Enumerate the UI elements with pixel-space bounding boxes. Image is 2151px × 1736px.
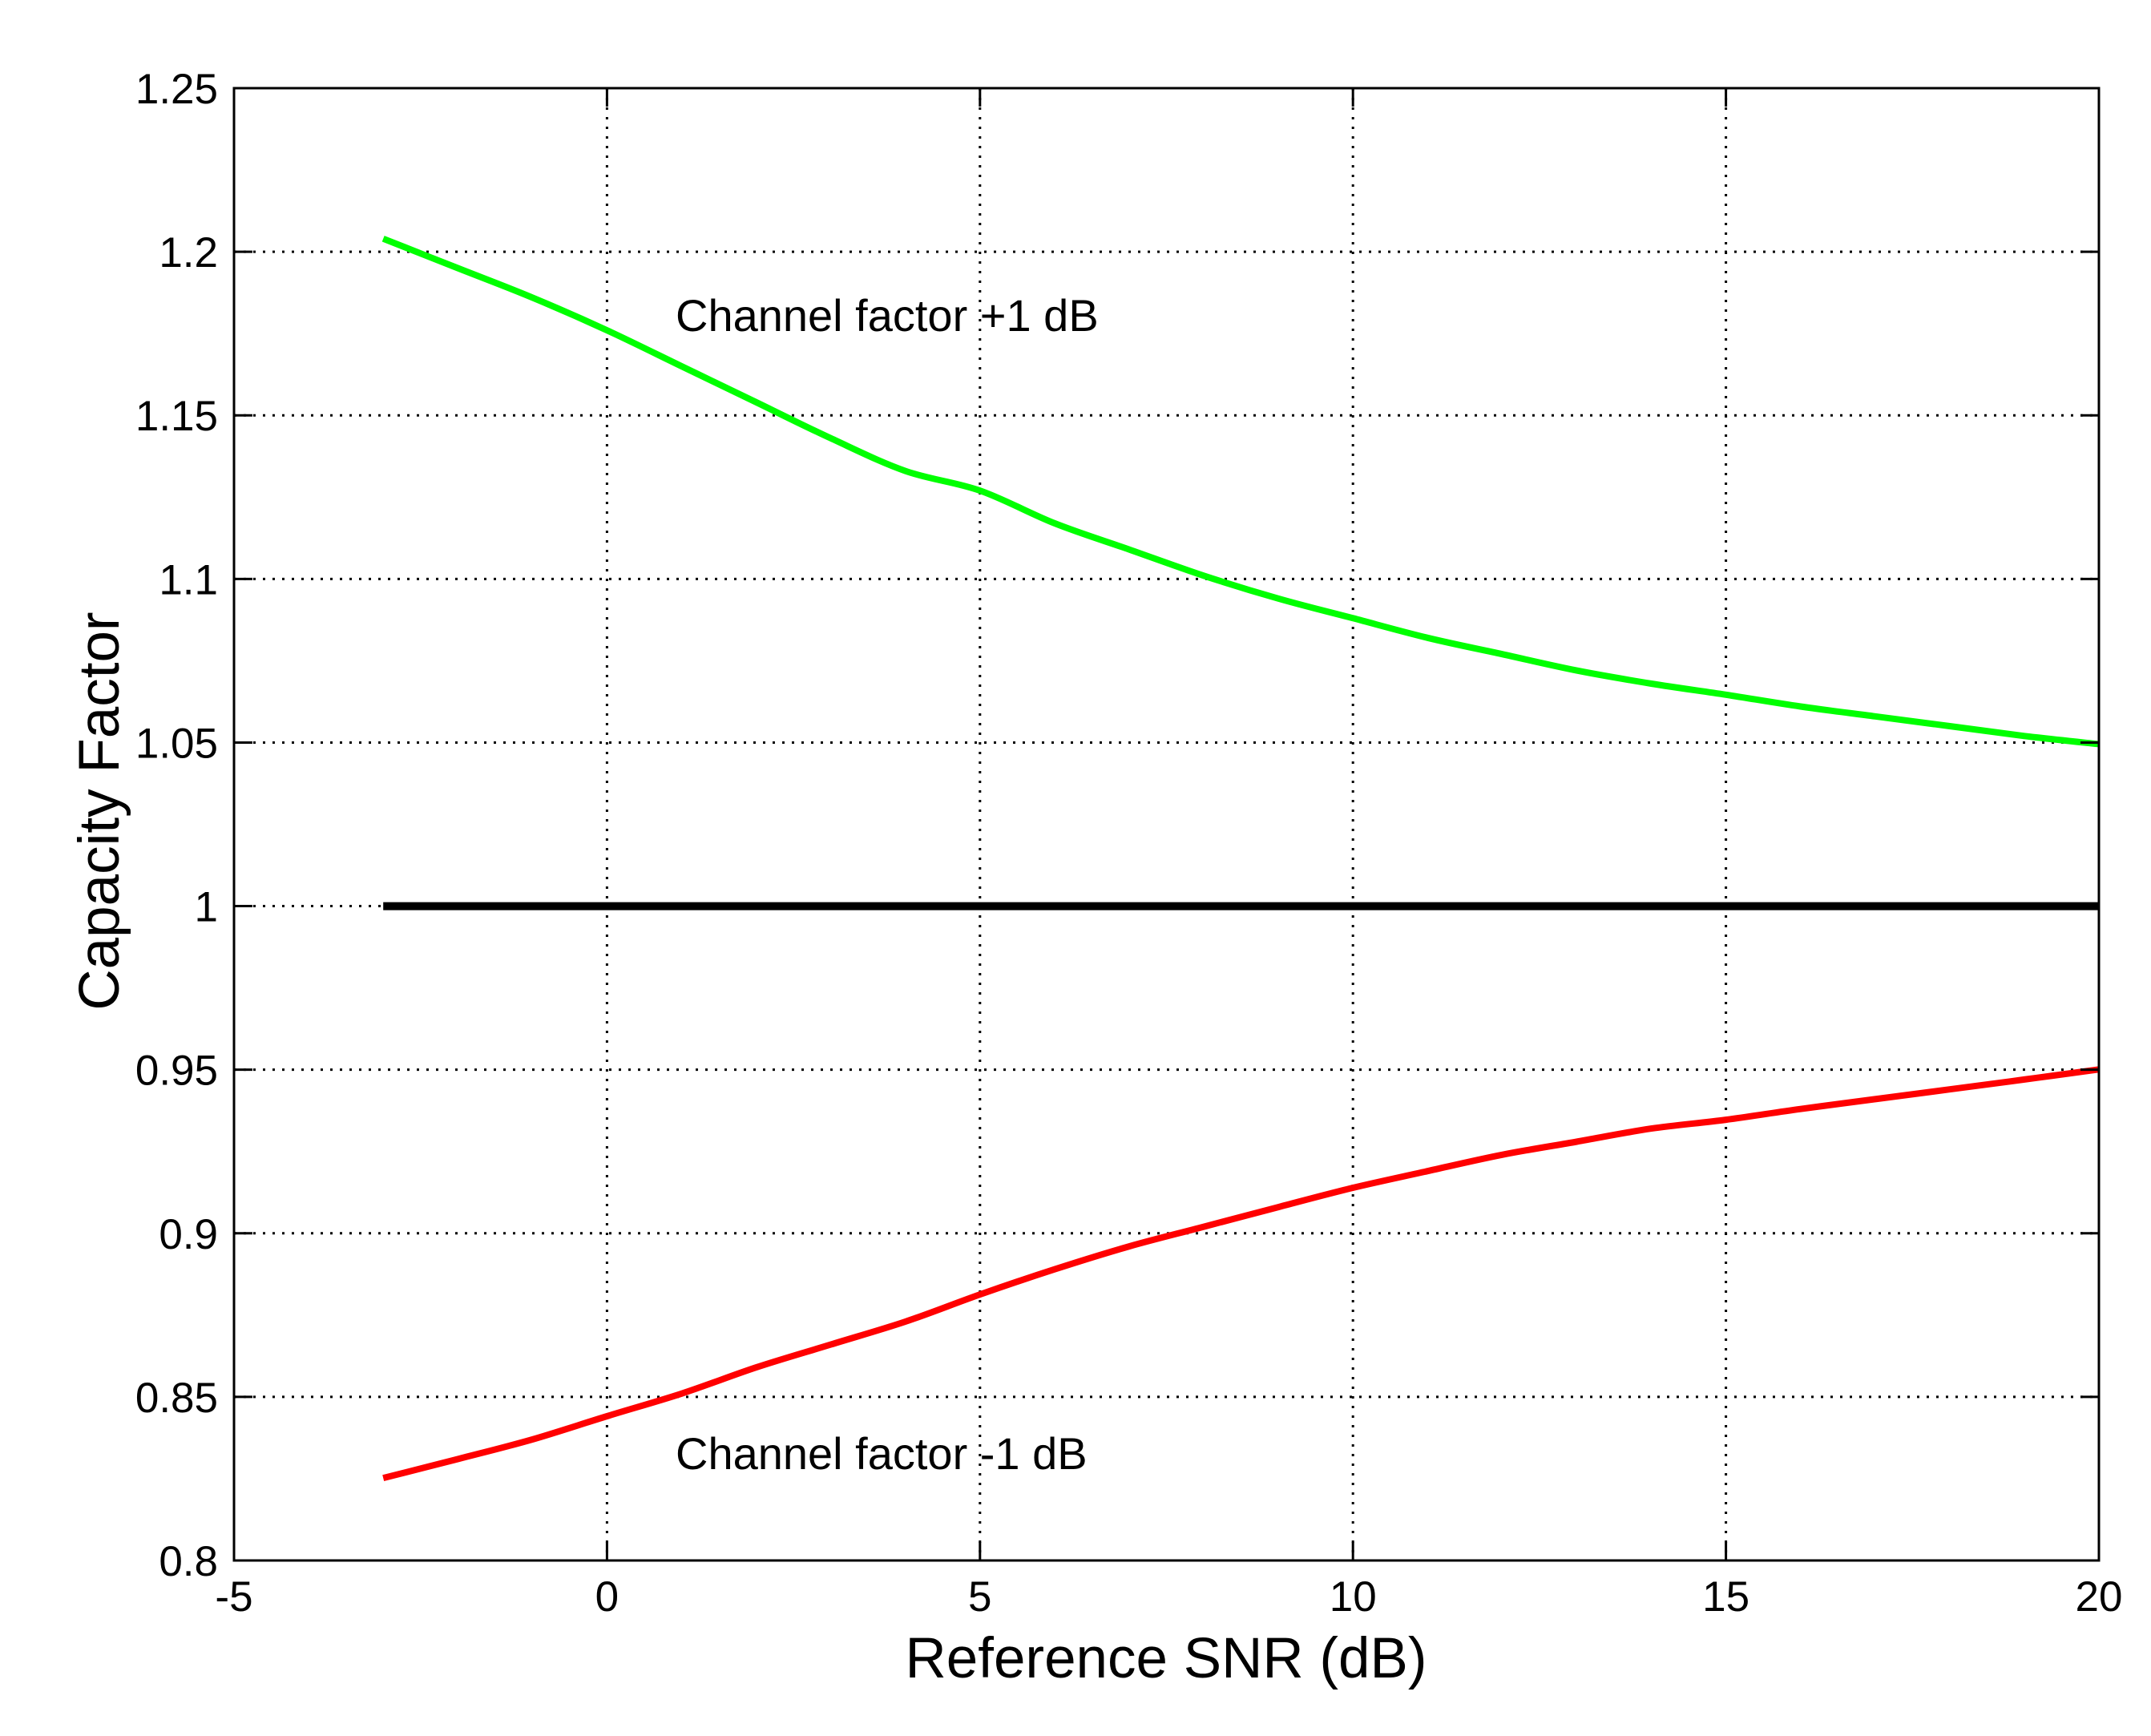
annotation-lower-curve: Channel factor -1 dB <box>676 1428 1088 1479</box>
y-tick-label: 1.05 <box>135 720 218 767</box>
plot-area-frame <box>232 87 2101 1562</box>
y-tick-label: 0.95 <box>135 1048 218 1095</box>
y-tick-label: 0.9 <box>159 1211 218 1258</box>
y-axis-label: Capacity Factor <box>68 612 131 1010</box>
x-tick-label: 5 <box>968 1573 991 1621</box>
x-axis-tick-labels: -5 0 5 10 15 20 <box>215 1573 2122 1621</box>
annotation-upper-curve: Channel factor +1 dB <box>676 290 1099 341</box>
x-tick-label: 0 <box>595 1573 619 1621</box>
y-tick-label: 1.2 <box>159 229 218 277</box>
y-tick-label: 1.15 <box>135 393 218 440</box>
x-tick-label: 15 <box>1702 1573 1749 1621</box>
y-tick-label: 1.1 <box>159 556 218 604</box>
x-axis-label: Reference SNR (dB) <box>905 1627 1427 1690</box>
series-line-channel-factor-1-db <box>381 236 2100 748</box>
y-tick-label: 1 <box>195 884 218 931</box>
y-tick-label: 1.25 <box>135 66 218 113</box>
y-tick-label: 0.8 <box>159 1538 218 1585</box>
series-line-channel-factor-1-db <box>382 1066 2100 1481</box>
axis-ticks <box>232 87 2101 1562</box>
x-tick-label: 20 <box>2076 1573 2123 1621</box>
plot-series <box>381 236 2100 1481</box>
x-tick-label: -5 <box>215 1573 252 1621</box>
y-tick-label: 0.85 <box>135 1375 218 1422</box>
x-tick-label: 10 <box>1330 1573 1377 1621</box>
y-axis-tick-labels: 0.8 0.85 0.9 0.95 1 1.05 1.1 1.15 1.2 1.25 <box>135 66 218 1585</box>
